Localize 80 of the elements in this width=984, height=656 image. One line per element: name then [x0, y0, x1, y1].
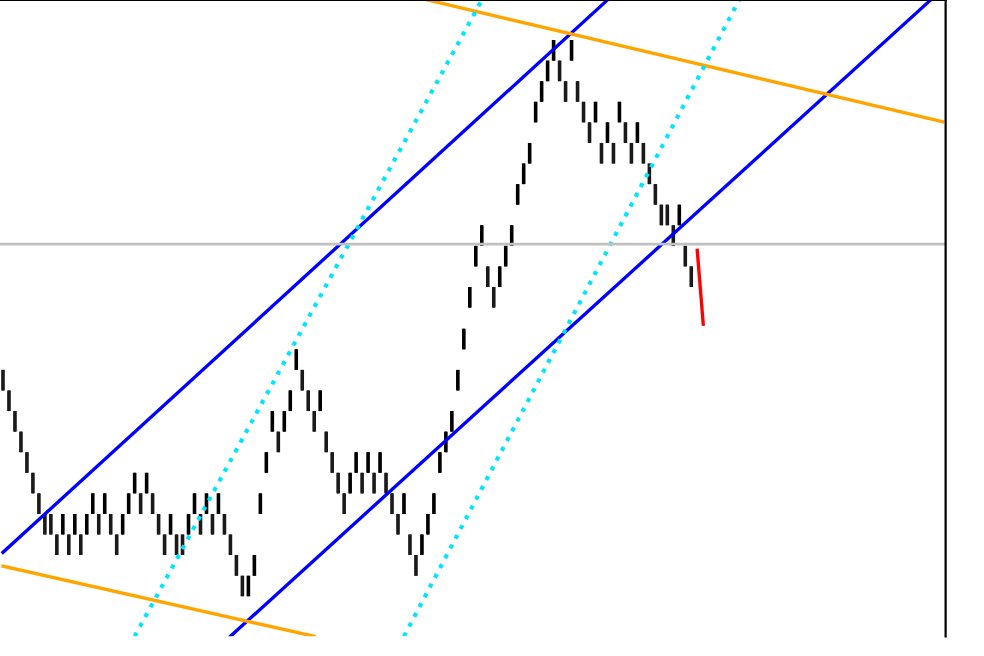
candlestick — [497, 265, 502, 289]
candlestick — [659, 203, 664, 227]
candlestick — [426, 512, 430, 536]
candlestick — [545, 59, 550, 83]
candlestick — [96, 512, 101, 536]
candlestick — [258, 492, 263, 516]
candlestick — [300, 368, 305, 392]
candlestick — [360, 471, 364, 495]
candlestick — [402, 492, 406, 516]
candlestick — [677, 203, 682, 227]
candlestick — [1, 368, 5, 392]
candlestick — [462, 327, 466, 351]
candlestick — [479, 224, 484, 247]
candlestick — [503, 244, 508, 268]
candlestick — [438, 451, 442, 474]
candlestick — [37, 492, 41, 516]
candlestick — [408, 533, 412, 557]
candlestick — [366, 451, 370, 474]
candlestick — [132, 471, 137, 495]
candlestick — [521, 162, 526, 186]
candlestick — [324, 430, 328, 454]
candlestick — [264, 451, 269, 474]
candlestick — [252, 554, 257, 577]
candlestick — [19, 430, 23, 454]
candlestick — [647, 162, 652, 186]
candlestick — [108, 512, 113, 536]
candlestick — [539, 80, 544, 103]
candlestick — [55, 533, 59, 557]
candlestick — [354, 451, 358, 474]
candlestick — [641, 141, 646, 165]
candlestick — [468, 285, 472, 309]
candlestick — [432, 492, 436, 516]
candlestick — [270, 409, 275, 433]
candlestick — [288, 389, 293, 413]
candlestick — [318, 389, 322, 413]
candlestick — [31, 471, 35, 495]
candlestick — [79, 533, 83, 557]
candlestick — [378, 451, 382, 474]
candlestick — [533, 100, 538, 124]
candlestick — [527, 141, 532, 165]
candlestick — [90, 492, 95, 516]
candlestick — [246, 574, 251, 598]
candlestick — [420, 533, 424, 557]
candlestick — [144, 471, 149, 495]
candlestick — [372, 471, 376, 495]
candlestick — [485, 265, 490, 289]
candlestick — [150, 492, 155, 516]
candlestick — [336, 471, 340, 495]
candlestick — [491, 285, 496, 309]
candlestick — [653, 183, 658, 206]
candlestick — [348, 471, 352, 495]
candlestick — [509, 224, 514, 247]
candlestick — [683, 244, 688, 268]
candlestick — [282, 409, 287, 433]
candlestick — [276, 430, 281, 454]
candlestick — [515, 183, 520, 206]
candlestick — [7, 389, 11, 413]
candlestick — [61, 512, 65, 536]
candlestick — [456, 368, 460, 392]
candlestick — [330, 451, 334, 474]
candlestick — [126, 492, 131, 516]
candlestick — [396, 512, 400, 536]
candlestick — [665, 203, 670, 227]
candlestick — [306, 389, 311, 413]
candlestick — [474, 244, 478, 268]
candlestick — [312, 409, 317, 433]
candlestick — [689, 265, 694, 289]
candlestick — [294, 348, 299, 371]
candlestick — [114, 533, 119, 557]
candlestick — [84, 512, 89, 536]
candlestick — [73, 512, 77, 536]
candlestick — [138, 492, 143, 516]
candlestick — [13, 409, 17, 433]
candlestick — [120, 512, 125, 536]
candlestick — [25, 451, 29, 474]
candlestick — [102, 492, 107, 516]
candlestick — [390, 492, 394, 516]
candlestick — [384, 471, 388, 495]
candlestick — [414, 554, 418, 577]
candlestick — [67, 533, 71, 557]
